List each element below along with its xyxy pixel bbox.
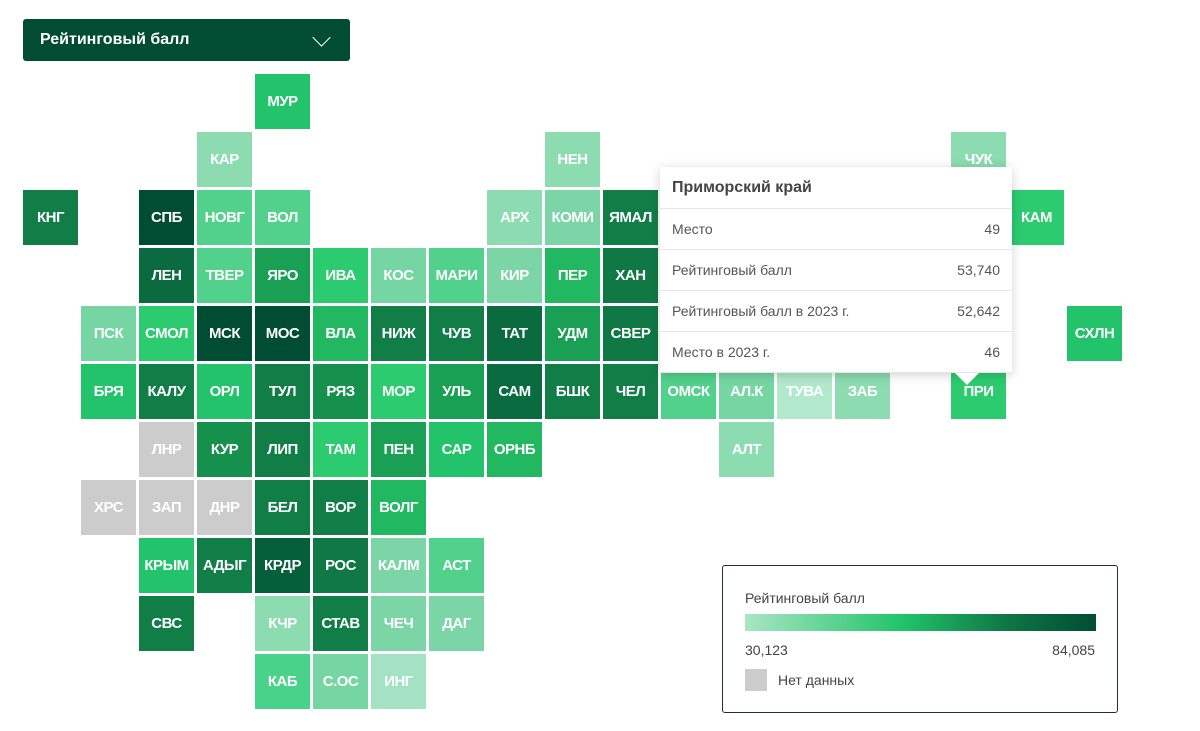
region-tile[interactable]: РОС (313, 538, 368, 593)
region-tile[interactable]: КАЛУ (139, 364, 194, 419)
tooltip-row-place-2023: Место в 2023 г. 46 (660, 332, 1012, 373)
region-tile[interactable]: РЯЗ (313, 364, 368, 419)
region-tile[interactable]: КАМ (1009, 190, 1064, 245)
region-tile[interactable]: СВС (139, 596, 194, 651)
region-tile[interactable]: СТАВ (313, 596, 368, 651)
region-tile[interactable]: КАБ (255, 654, 310, 709)
tooltip-row-score: Рейтинговый балл 53,740 (660, 250, 1012, 291)
region-tile[interactable]: АЛТ (719, 422, 774, 477)
region-tile[interactable]: СВЕР (603, 306, 658, 361)
tooltip-label: Рейтинговый балл в 2023 г. (672, 303, 850, 319)
region-tile[interactable]: ХАН (603, 248, 658, 303)
region-tile[interactable]: КАР (197, 132, 252, 187)
region-tile[interactable]: ИВА (313, 248, 368, 303)
region-tile[interactable]: БШК (545, 364, 600, 419)
region-tile[interactable]: КОМИ (545, 190, 600, 245)
region-tile[interactable]: УЛЬ (429, 364, 484, 419)
region-tile[interactable]: ЛНР (139, 422, 194, 477)
region-tile[interactable]: КУР (197, 422, 252, 477)
region-tile[interactable]: ПЕР (545, 248, 600, 303)
region-tile[interactable]: ЧЕЛ (603, 364, 658, 419)
region-tile[interactable]: КРДР (255, 538, 310, 593)
region-tile[interactable]: СПБ (139, 190, 194, 245)
region-tile[interactable]: АДЫГ (197, 538, 252, 593)
tooltip-value: 49 (984, 221, 1000, 237)
region-tile[interactable]: ЗАБ (835, 364, 890, 419)
tooltip-label: Рейтинговый балл (672, 262, 792, 278)
region-tile[interactable]: КЧР (255, 596, 310, 651)
region-tile[interactable]: АЛ.К (719, 364, 774, 419)
legend-min: 30,123 (745, 642, 788, 658)
region-tile[interactable]: САМ (487, 364, 542, 419)
tooltip-arrow (955, 373, 979, 385)
region-tile[interactable]: ВОР (313, 480, 368, 535)
region-tile[interactable]: СМОЛ (139, 306, 194, 361)
region-tile[interactable]: ОРЛ (197, 364, 252, 419)
tooltip-label: Место в 2023 г. (672, 344, 771, 360)
tooltip-value: 52,642 (957, 303, 1000, 319)
tooltip-title: Приморский край (660, 167, 1012, 209)
region-tile[interactable]: ПЕН (371, 422, 426, 477)
tooltip-value: 53,740 (957, 262, 1000, 278)
region-tile[interactable]: ВЛА (313, 306, 368, 361)
region-tile[interactable]: ЯМАЛ (603, 190, 658, 245)
region-tile[interactable]: НОВГ (197, 190, 252, 245)
metric-dropdown-label: Рейтинговый балл (40, 31, 190, 48)
region-tile[interactable]: ТАТ (487, 306, 542, 361)
tooltip-row-place: Место 49 (660, 209, 1012, 250)
region-tile[interactable]: БЕЛ (255, 480, 310, 535)
region-tile[interactable]: ОРНБ (487, 422, 542, 477)
region-tile[interactable]: НЕН (545, 132, 600, 187)
region-tile[interactable]: ЧУВ (429, 306, 484, 361)
metric-dropdown[interactable]: Рейтинговый балл (23, 19, 350, 61)
region-tile[interactable]: ТУЛ (255, 364, 310, 419)
region-tile[interactable]: ДАГ (429, 596, 484, 651)
no-data-label: Нет данных (778, 672, 855, 688)
region-tile[interactable]: ТАМ (313, 422, 368, 477)
region-tile[interactable]: АСТ (429, 538, 484, 593)
region-tile[interactable]: НИЖ (371, 306, 426, 361)
legend-gradient-bar (745, 614, 1096, 631)
no-data-swatch (745, 669, 767, 691)
region-tile[interactable]: КРЫМ (139, 538, 194, 593)
region-tooltip: Приморский край Место 49 Рейтинговый балл… (660, 167, 1012, 385)
region-tile[interactable]: ДНР (197, 480, 252, 535)
region-tile[interactable]: КАЛМ (371, 538, 426, 593)
region-tile[interactable]: АРХ (487, 190, 542, 245)
region-tile[interactable]: СХЛН (1067, 306, 1122, 361)
legend-title: Рейтинговый балл (745, 590, 865, 606)
region-tile[interactable]: ТУВА (777, 364, 832, 419)
region-tile[interactable]: ЯРО (255, 248, 310, 303)
tooltip-row-score-2023: Рейтинговый балл в 2023 г. 52,642 (660, 291, 1012, 332)
region-tile[interactable]: КНГ (23, 190, 78, 245)
region-tile[interactable]: МОР (371, 364, 426, 419)
region-tile[interactable]: С.ОС (313, 654, 368, 709)
region-tile[interactable]: КОС (371, 248, 426, 303)
region-tile[interactable]: ЛИП (255, 422, 310, 477)
region-tile[interactable]: ЧЕЧ (371, 596, 426, 651)
region-tile[interactable]: ТВЕР (197, 248, 252, 303)
region-tile[interactable]: МСК (197, 306, 252, 361)
region-tile[interactable]: ИНГ (371, 654, 426, 709)
region-tile[interactable]: САР (429, 422, 484, 477)
chevron-down-icon (312, 27, 331, 47)
region-tile[interactable]: БРЯ (81, 364, 136, 419)
tooltip-label: Место (672, 221, 713, 237)
legend-max: 84,085 (1052, 642, 1095, 658)
region-tile[interactable]: МОС (255, 306, 310, 361)
region-tile[interactable]: ЗАП (139, 480, 194, 535)
region-tile[interactable]: ВОЛГ (371, 480, 426, 535)
region-tile[interactable]: КИР (487, 248, 542, 303)
region-tile[interactable]: ЛЕН (139, 248, 194, 303)
region-tile[interactable]: УДМ (545, 306, 600, 361)
region-tile[interactable]: МУР (255, 74, 310, 129)
tooltip-value: 46 (984, 344, 1000, 360)
region-tile[interactable]: МАРИ (429, 248, 484, 303)
region-tile[interactable]: ХРС (81, 480, 136, 535)
region-tile[interactable]: ПСК (81, 306, 136, 361)
legend: Рейтинговый балл 30,123 84,085 Нет данны… (722, 565, 1118, 713)
region-tile[interactable]: ОМСК (661, 364, 716, 419)
region-tile[interactable]: ВОЛ (255, 190, 310, 245)
